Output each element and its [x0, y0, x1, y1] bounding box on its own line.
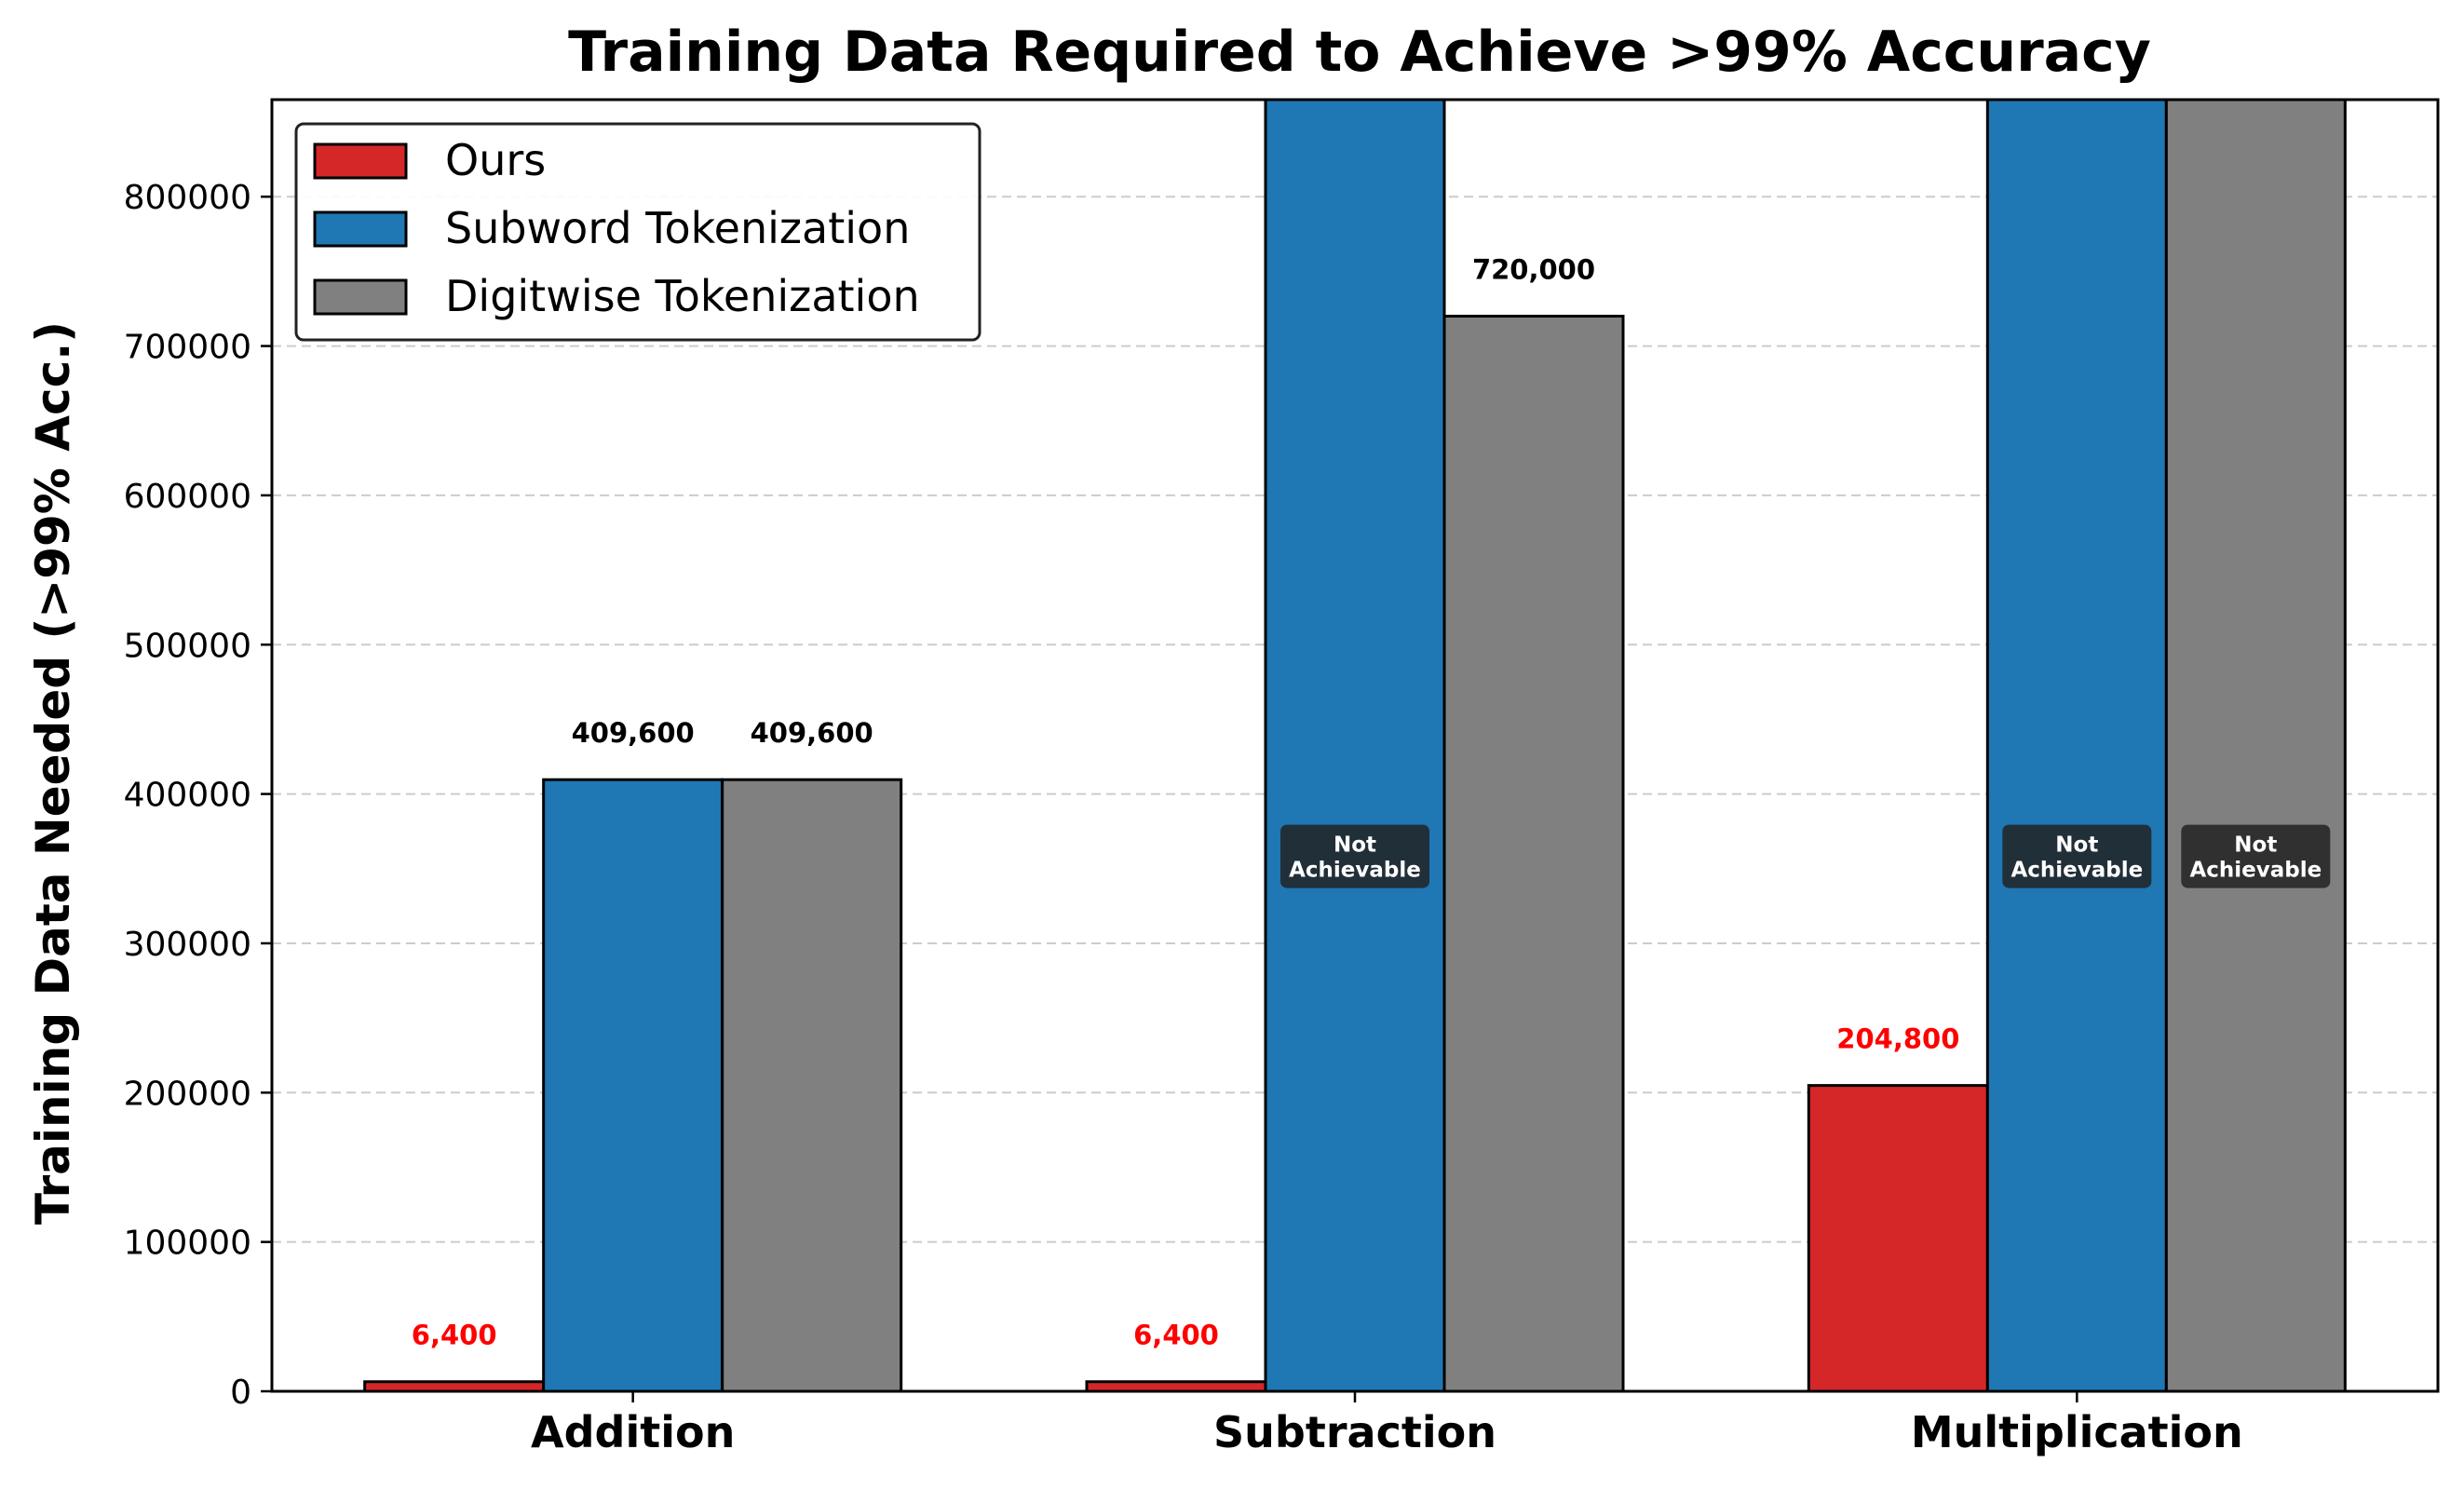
not-achievable-label: Achievable	[2189, 859, 2322, 883]
legend-label: Subword Tokenization	[445, 203, 910, 253]
y-tick-label: 600000	[124, 478, 251, 516]
chart-title: Training Data Required to Achieve >99% A…	[568, 20, 2151, 85]
data-label: 409,600	[751, 717, 873, 749]
not-achievable-label: Achievable	[1289, 859, 1421, 883]
x-tick-label: Multiplication	[1911, 1407, 2243, 1457]
y-tick-label: 100000	[124, 1225, 251, 1263]
not-achievable-badge	[2181, 824, 2331, 888]
bar	[721, 778, 903, 1393]
axes: 0 100000 200000 300000 400000 500000 600000 700…	[124, 98, 2440, 1457]
data-label: 204,800	[1836, 1023, 1959, 1055]
legend-swatch	[313, 278, 408, 316]
bar	[363, 1380, 546, 1393]
legend-label: Digitwise Tokenization	[445, 271, 920, 321]
bar	[1085, 1380, 1267, 1393]
legend-label: Ours	[445, 135, 546, 185]
y-tick-label: 500000	[124, 627, 251, 665]
y-tick-label: 300000	[124, 926, 251, 964]
y-tick-label: 800000	[124, 179, 251, 217]
y-tick-label: 200000	[124, 1075, 251, 1113]
y-tick-label: 700000	[124, 329, 251, 367]
not-achievable-label: Not	[2234, 833, 2277, 858]
not-achievable-label: Not	[2055, 833, 2098, 858]
x-tick-label: Subtraction	[1213, 1407, 1496, 1457]
bar	[2164, 98, 2347, 1393]
y-axis-label: Training Data Needed (>99% Acc.)	[26, 321, 80, 1225]
not-achievable-label: Achievable	[2010, 859, 2143, 883]
legend-box	[294, 122, 982, 342]
bars: 6,400 409,600 409,600 6,400 720,000 204,800	[363, 98, 2347, 1393]
not-achievable-badge	[2002, 824, 2152, 888]
bar	[1442, 315, 1625, 1393]
legend-swatch	[313, 142, 408, 180]
bar	[1807, 1084, 1989, 1393]
plot-frame	[270, 98, 2440, 1393]
y-tick-label: 400000	[124, 777, 251, 815]
not-achievable-label: Not	[1334, 833, 1376, 858]
y-tick-label: 0	[230, 1374, 251, 1412]
data-label: 720,000	[1472, 254, 1595, 286]
not-achievable-badge	[1280, 824, 1429, 888]
data-label: 6,400	[412, 1320, 497, 1351]
legend-swatch	[313, 210, 408, 248]
data-label: 409,600	[572, 717, 695, 749]
data-label: 6,400	[1133, 1320, 1219, 1351]
legend: Ours Subword Tokenization Digitwise Tokeni…	[294, 122, 982, 342]
x-tick-label: Addition	[531, 1407, 735, 1457]
bar	[1264, 98, 1446, 1393]
bar	[542, 778, 724, 1393]
bar	[1985, 98, 2168, 1393]
